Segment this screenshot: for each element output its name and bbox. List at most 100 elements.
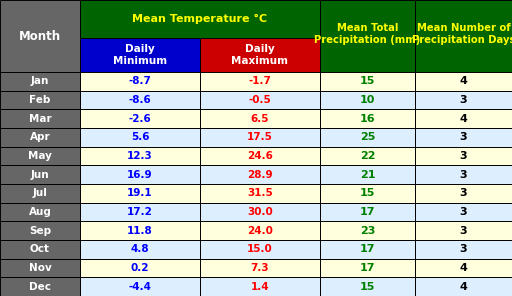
Bar: [80, 165, 200, 184]
Bar: [415, 109, 512, 128]
Bar: [200, 128, 320, 147]
Text: 16: 16: [360, 114, 375, 124]
Text: 6.5: 6.5: [251, 114, 269, 124]
Text: 4: 4: [460, 282, 467, 292]
Bar: [320, 0, 415, 72]
Text: 15: 15: [360, 188, 375, 198]
Bar: [80, 221, 200, 240]
Bar: [415, 91, 512, 109]
Text: 15: 15: [360, 282, 375, 292]
Text: Nov: Nov: [29, 263, 51, 273]
Bar: [415, 165, 512, 184]
Text: 19.1: 19.1: [127, 188, 153, 198]
Text: 3: 3: [460, 95, 467, 105]
Bar: [320, 277, 415, 296]
Bar: [415, 0, 512, 72]
Text: -8.7: -8.7: [129, 76, 152, 86]
Bar: [0, 184, 80, 203]
Bar: [320, 147, 415, 165]
Text: 3: 3: [460, 188, 467, 198]
Text: 24.0: 24.0: [247, 226, 273, 236]
Text: Jul: Jul: [33, 188, 48, 198]
Bar: [200, 221, 320, 240]
Text: 30.0: 30.0: [247, 207, 273, 217]
Text: Feb: Feb: [29, 95, 51, 105]
Bar: [0, 72, 80, 91]
Text: Mean Temperature °C: Mean Temperature °C: [133, 14, 268, 24]
Bar: [200, 109, 320, 128]
Text: 4: 4: [460, 114, 467, 124]
Text: Month: Month: [19, 30, 61, 43]
Bar: [200, 91, 320, 109]
Bar: [320, 221, 415, 240]
Text: 25: 25: [360, 132, 375, 142]
Text: May: May: [28, 151, 52, 161]
Text: 28.9: 28.9: [247, 170, 273, 180]
Text: 17: 17: [360, 263, 375, 273]
Text: -2.6: -2.6: [129, 114, 152, 124]
Text: 4: 4: [460, 76, 467, 86]
Text: Mar: Mar: [29, 114, 51, 124]
Text: 7.3: 7.3: [251, 263, 269, 273]
Text: -8.6: -8.6: [129, 95, 152, 105]
Text: 24.6: 24.6: [247, 151, 273, 161]
Text: 23: 23: [360, 226, 375, 236]
Text: 4.8: 4.8: [131, 244, 150, 254]
Bar: [415, 221, 512, 240]
Text: 3: 3: [460, 170, 467, 180]
Text: 15.0: 15.0: [247, 244, 273, 254]
Text: 17.5: 17.5: [247, 132, 273, 142]
Bar: [200, 165, 320, 184]
Bar: [415, 72, 512, 91]
Text: Mean Total
Precipitation (mm): Mean Total Precipitation (mm): [314, 23, 421, 45]
Text: 31.5: 31.5: [247, 188, 273, 198]
Bar: [320, 109, 415, 128]
Bar: [0, 147, 80, 165]
Bar: [80, 0, 320, 38]
Bar: [80, 147, 200, 165]
Bar: [415, 184, 512, 203]
Bar: [320, 203, 415, 221]
Text: 15: 15: [360, 76, 375, 86]
Bar: [80, 72, 200, 91]
Text: 5.6: 5.6: [131, 132, 150, 142]
Bar: [320, 184, 415, 203]
Bar: [200, 259, 320, 277]
Text: Dec: Dec: [29, 282, 51, 292]
Bar: [415, 203, 512, 221]
Bar: [80, 184, 200, 203]
Bar: [0, 91, 80, 109]
Bar: [80, 203, 200, 221]
Bar: [320, 91, 415, 109]
Text: 17: 17: [360, 244, 375, 254]
Text: 17.2: 17.2: [127, 207, 153, 217]
Bar: [320, 128, 415, 147]
Bar: [415, 128, 512, 147]
Text: 21: 21: [360, 170, 375, 180]
Text: Sep: Sep: [29, 226, 51, 236]
Text: -0.5: -0.5: [249, 95, 271, 105]
Bar: [200, 38, 320, 72]
Text: 3: 3: [460, 244, 467, 254]
Bar: [320, 240, 415, 259]
Text: Daily
Maximum: Daily Maximum: [231, 44, 288, 66]
Bar: [80, 38, 200, 72]
Text: 3: 3: [460, 132, 467, 142]
Text: 10: 10: [360, 95, 375, 105]
Text: Jun: Jun: [31, 170, 49, 180]
Bar: [0, 109, 80, 128]
Bar: [200, 240, 320, 259]
Text: 4: 4: [460, 263, 467, 273]
Text: 3: 3: [460, 226, 467, 236]
Bar: [200, 147, 320, 165]
Text: Mean Number of
Precipitation Days: Mean Number of Precipitation Days: [412, 23, 512, 45]
Bar: [200, 277, 320, 296]
Text: Jan: Jan: [31, 76, 49, 86]
Bar: [0, 277, 80, 296]
Bar: [320, 259, 415, 277]
Text: 3: 3: [460, 207, 467, 217]
Text: 11.8: 11.8: [127, 226, 153, 236]
Bar: [80, 240, 200, 259]
Bar: [0, 259, 80, 277]
Text: Apr: Apr: [30, 132, 50, 142]
